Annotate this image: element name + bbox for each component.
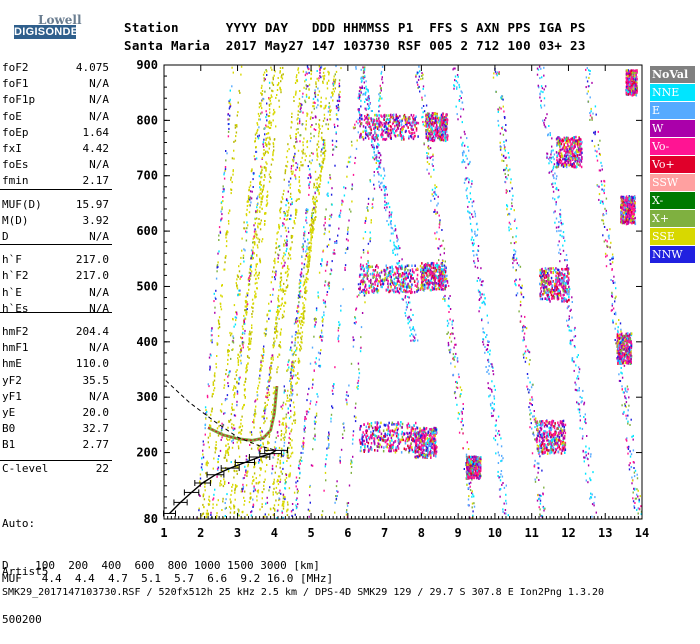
legend-item-nne: NNE <box>650 84 695 101</box>
y-tick-label: 400 <box>136 335 158 349</box>
x-tick-label: 7 <box>381 526 388 540</box>
striation-14 <box>259 70 312 511</box>
y-tick-label: 800 <box>136 113 158 127</box>
file-info: SMK29_2017147103730.RSF / 520fx512h 25 k… <box>2 586 604 599</box>
x-tick-label: 3 <box>234 526 241 540</box>
y-tick-label: 200 <box>136 446 158 460</box>
striation-18 <box>276 66 322 521</box>
striation-20 <box>286 67 326 521</box>
echo-blob-1 <box>359 264 419 294</box>
echo-blob-12 <box>626 69 638 96</box>
echo-blob-5 <box>425 112 449 142</box>
echo-blob-2 <box>359 114 419 141</box>
y-tick-label: 600 <box>136 224 158 238</box>
muf-row: MUF 4.4 4.4 4.7 5.1 5.7 6.6 9.2 16.0 [MH… <box>2 572 333 585</box>
legend-item-e: E <box>650 102 695 119</box>
x-tick-label: 6 <box>344 526 351 540</box>
legend-item-w: W <box>650 120 695 137</box>
striation-9 <box>237 66 309 517</box>
striation-5 <box>221 70 276 511</box>
striation-19 <box>282 71 330 520</box>
legend-item-vominus: Vo- <box>650 138 695 155</box>
distance-row: D 100 200 400 600 800 1000 1500 3000 [km… <box>2 559 320 572</box>
echo-blob-9 <box>556 136 583 169</box>
y-tick-label: 300 <box>136 390 158 404</box>
x-tick-label: 13 <box>598 526 612 540</box>
x-tick-label: 2 <box>197 526 204 540</box>
echo-blob-10 <box>616 332 632 365</box>
x-tick-label: 14 <box>635 526 649 540</box>
hop-arc-4 <box>585 67 643 520</box>
echo-blob-8 <box>539 267 570 303</box>
x-tick-label: 5 <box>307 526 314 540</box>
x-tick-label: 1 <box>160 526 167 540</box>
x-tick-label: 10 <box>488 526 502 540</box>
echo-blob-3 <box>414 427 438 459</box>
y-tick-label: 700 <box>136 169 158 183</box>
legend-item-ssw: SSW <box>650 174 695 191</box>
legend-item-noval: NoVal <box>650 66 695 83</box>
echo-blob-6 <box>466 455 482 480</box>
hop-arc-5 <box>355 66 418 342</box>
x-tick-label: 12 <box>561 526 575 540</box>
x-tick-label: 11 <box>524 526 538 540</box>
legend-item-voplus: Vo+ <box>650 156 695 173</box>
striation-b-2 <box>308 67 342 518</box>
echo-blob-7 <box>535 420 566 455</box>
striation-10 <box>242 67 300 519</box>
hop-arc-1 <box>452 68 509 521</box>
striation-1 <box>201 66 242 517</box>
striation-21 <box>291 66 366 520</box>
legend-item-xplus: X+ <box>650 210 695 227</box>
y-tick-label: 900 <box>136 58 158 72</box>
y-tick-label: 500 <box>136 279 158 293</box>
echo-traces <box>196 65 642 521</box>
striation-13 <box>254 71 304 520</box>
echo-blob-4 <box>420 262 447 292</box>
x-tick-label: 4 <box>271 526 278 540</box>
x-tick-label: 9 <box>455 526 462 540</box>
striation-17 <box>273 76 335 516</box>
legend-item-sse: SSE <box>650 228 695 245</box>
x-tick-label: 8 <box>418 526 425 540</box>
y-tick-label: 80 <box>144 512 158 526</box>
legend-item-xminus: X- <box>650 192 695 209</box>
auto-version: 500200 <box>2 612 48 628</box>
echo-blob-11 <box>620 195 636 225</box>
echo-blob-0 <box>359 421 419 454</box>
legend-item-nnw: NNW <box>650 246 695 263</box>
